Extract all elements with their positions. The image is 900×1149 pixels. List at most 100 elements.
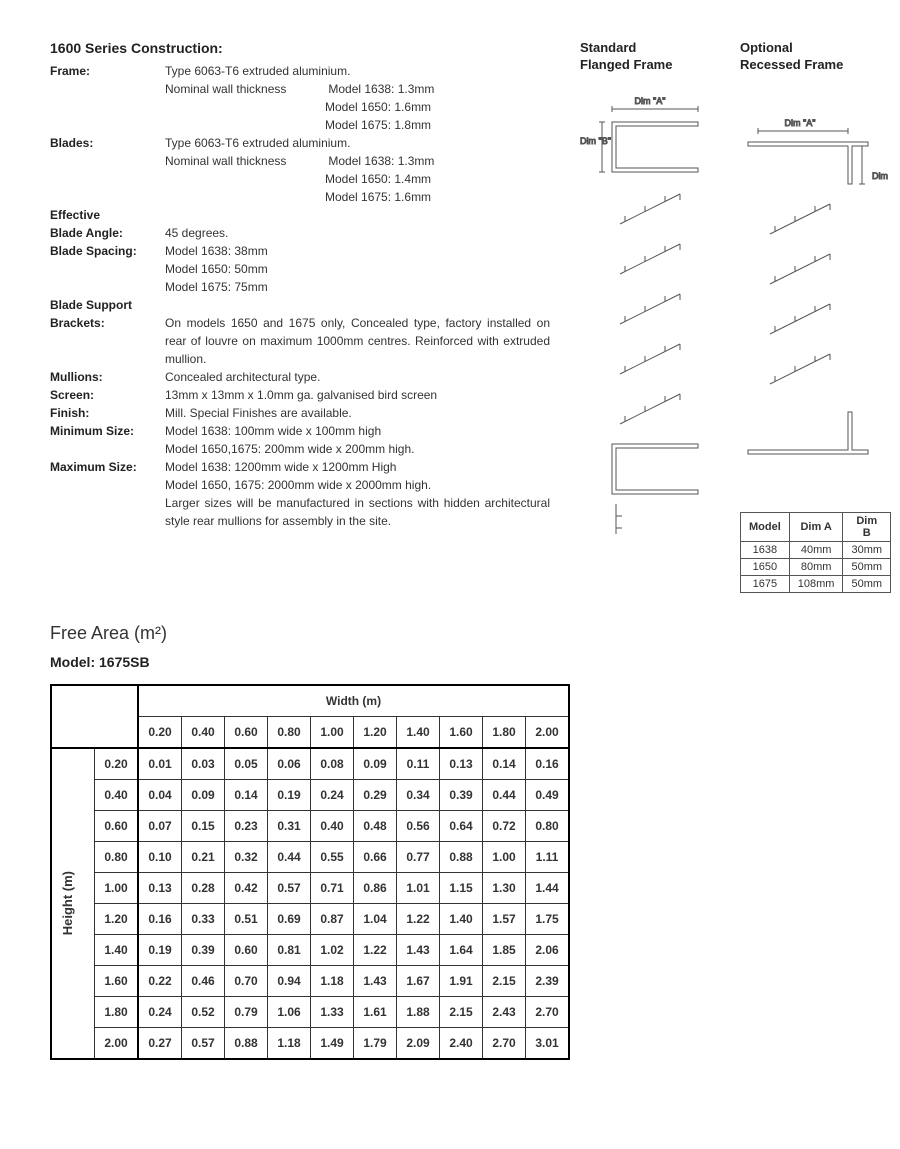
opt-dim-a-label: Dim "A" — [785, 118, 816, 128]
area-cell: 0.34 — [397, 779, 440, 810]
free-area-title: Free Area (m²) — [50, 623, 850, 644]
height-row-header: 0.60 — [95, 810, 139, 841]
area-cell: 0.87 — [311, 903, 354, 934]
area-cell: 1.30 — [483, 872, 526, 903]
blade-angle-label: Blade Angle: — [50, 224, 165, 242]
area-cell: 2.09 — [397, 1027, 440, 1059]
optional-frame-diagram: Dim "A" Dim "B" — [740, 84, 890, 504]
height-row-header: 1.40 — [95, 934, 139, 965]
area-cell: 1.18 — [311, 965, 354, 996]
blades-model-2: Model 1675: 1.6mm — [325, 190, 431, 204]
area-cell: 2.15 — [483, 965, 526, 996]
area-cell: 1.67 — [397, 965, 440, 996]
dim-th-1: Dim A — [789, 512, 843, 541]
area-cell: 0.24 — [138, 996, 182, 1027]
area-cell: 2.39 — [526, 965, 570, 996]
dim-b-label: Dim "B" — [580, 136, 611, 146]
frame-type: Type 6063-T6 extruded aluminium. — [165, 62, 550, 80]
dim-row: 163840mm30mm — [741, 541, 891, 558]
spacing-0: Model 1638: 38mm — [165, 242, 550, 260]
free-area-table: Width (m)0.200.400.600.801.001.201.401.6… — [50, 684, 570, 1060]
area-cell: 0.06 — [268, 748, 311, 780]
area-cell: 2.40 — [440, 1027, 483, 1059]
area-cell: 0.11 — [397, 748, 440, 780]
area-cell: 0.31 — [268, 810, 311, 841]
area-cell: 0.77 — [397, 841, 440, 872]
area-cell: 0.42 — [225, 872, 268, 903]
area-cell: 1.18 — [268, 1027, 311, 1059]
screen-label: Screen: — [50, 386, 165, 404]
area-cell: 0.86 — [354, 872, 397, 903]
area-cell: 0.60 — [225, 934, 268, 965]
area-cell: 2.43 — [483, 996, 526, 1027]
blade-spacing-label: Blade Spacing: — [50, 242, 165, 260]
dimension-table: Model Dim A Dim B 163840mm30mm 165080mm5… — [740, 512, 891, 593]
frame-model-1: Model 1650: 1.6mm — [325, 100, 431, 114]
area-cell: 0.22 — [138, 965, 182, 996]
brackets-label-1: Blade Support — [50, 296, 165, 314]
area-cell: 0.09 — [182, 779, 225, 810]
area-cell: 0.72 — [483, 810, 526, 841]
area-cell: 1.49 — [311, 1027, 354, 1059]
area-cell: 1.01 — [397, 872, 440, 903]
area-cell: 0.79 — [225, 996, 268, 1027]
opt-dim-b-label: Dim "B" — [872, 171, 890, 181]
area-cell: 0.13 — [440, 748, 483, 780]
width-col-header: 2.00 — [526, 716, 570, 748]
area-cell: 0.05 — [225, 748, 268, 780]
spacing-2: Model 1675: 75mm — [165, 278, 550, 296]
area-cell: 0.03 — [182, 748, 225, 780]
height-row-header: 0.40 — [95, 779, 139, 810]
area-cell: 0.07 — [138, 810, 182, 841]
dim-a-label: Dim "A" — [635, 96, 666, 106]
blades-model-0: Model 1638: 1.3mm — [328, 154, 434, 168]
area-cell: 1.64 — [440, 934, 483, 965]
optional-frame-title: Optional Recessed Frame — [740, 40, 891, 74]
area-cell: 2.70 — [483, 1027, 526, 1059]
area-cell: 0.19 — [268, 779, 311, 810]
effective-label: Effective — [50, 206, 165, 224]
area-cell: 0.14 — [483, 748, 526, 780]
maxsize-0: Model 1638: 1200mm wide x 1200mm High — [165, 458, 550, 476]
area-cell: 0.21 — [182, 841, 225, 872]
area-cell: 0.09 — [354, 748, 397, 780]
area-cell: 0.13 — [138, 872, 182, 903]
width-col-header: 1.00 — [311, 716, 354, 748]
area-cell: 0.39 — [440, 779, 483, 810]
area-cell: 0.94 — [268, 965, 311, 996]
area-cell: 0.69 — [268, 903, 311, 934]
frame-diagrams: Standard Flanged Frame Dim "A" Dim "B" — [580, 40, 891, 593]
area-cell: 1.06 — [268, 996, 311, 1027]
area-cell: 0.48 — [354, 810, 397, 841]
blades-wall-label: Nominal wall thickness — [165, 152, 325, 170]
area-cell: 0.16 — [138, 903, 182, 934]
area-cell: 0.46 — [182, 965, 225, 996]
area-cell: 0.14 — [225, 779, 268, 810]
area-cell: 1.43 — [397, 934, 440, 965]
frame-model-2: Model 1675: 1.8mm — [325, 118, 431, 132]
area-cell: 0.57 — [182, 1027, 225, 1059]
dim-row: 1675108mm50mm — [741, 575, 891, 592]
dim-th-0: Model — [741, 512, 790, 541]
area-cell: 1.44 — [526, 872, 570, 903]
area-cell: 1.88 — [397, 996, 440, 1027]
dim-th-2: Dim B — [843, 512, 891, 541]
area-cell: 0.19 — [138, 934, 182, 965]
area-cell: 1.85 — [483, 934, 526, 965]
standard-frame-diagram: Dim "A" Dim "B" — [580, 84, 720, 554]
width-col-header: 0.80 — [268, 716, 311, 748]
area-cell: 1.79 — [354, 1027, 397, 1059]
area-cell: 0.64 — [440, 810, 483, 841]
minsize-0: Model 1638: 100mm wide x 100mm high — [165, 422, 550, 440]
maxsize-1: Model 1650, 1675: 2000mm wide x 2000mm h… — [165, 476, 550, 494]
area-cell: 0.88 — [225, 1027, 268, 1059]
area-cell: 1.00 — [483, 841, 526, 872]
frame-wall-label: Nominal wall thickness — [165, 80, 325, 98]
area-cell: 1.43 — [354, 965, 397, 996]
standard-frame-title: Standard Flanged Frame — [580, 40, 720, 74]
area-cell: 0.70 — [225, 965, 268, 996]
area-cell: 2.70 — [526, 996, 570, 1027]
area-cell: 0.44 — [483, 779, 526, 810]
area-cell: 1.61 — [354, 996, 397, 1027]
height-row-header: 1.00 — [95, 872, 139, 903]
